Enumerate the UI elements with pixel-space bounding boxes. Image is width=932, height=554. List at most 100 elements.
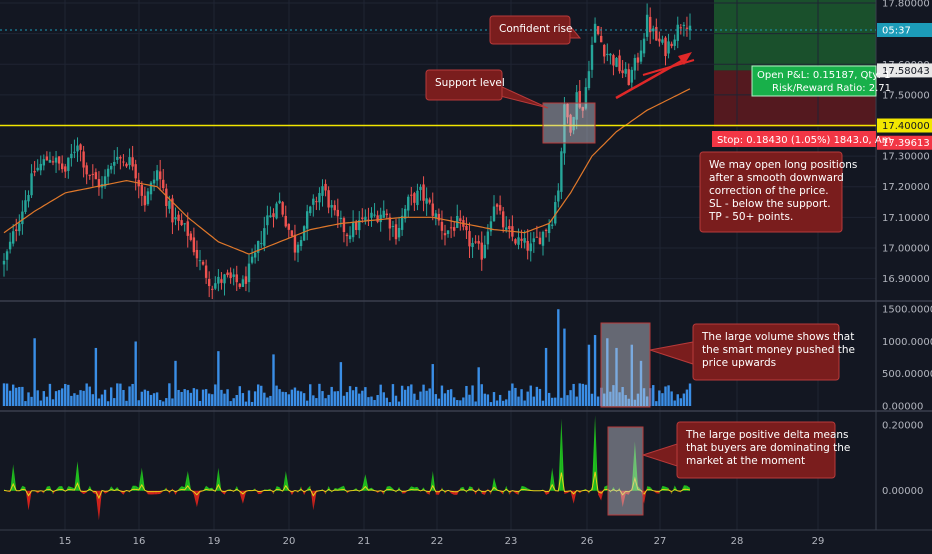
volume-bar: [180, 392, 182, 406]
volume-bar: [168, 383, 170, 406]
risk-reward-label: Risk/Reward Ratio: 2.71: [772, 83, 891, 94]
volume-bar: [361, 391, 363, 406]
price-axis-tick-label: 16.90000: [882, 274, 930, 285]
candle-body: [168, 201, 170, 209]
candle-body: [251, 257, 253, 263]
candle-body: [349, 235, 351, 239]
volume-bar: [294, 388, 296, 406]
candle-body: [664, 38, 666, 56]
candle-body: [324, 184, 326, 191]
price-axis-tick-label: 17.10000: [882, 213, 930, 224]
volume-bar: [594, 335, 596, 406]
volume-bar: [425, 391, 427, 406]
candle-body: [128, 157, 130, 165]
candle-body: [309, 207, 311, 214]
candle-body: [9, 242, 11, 250]
volume-bar: [673, 400, 675, 406]
volume-bar: [110, 387, 112, 406]
candle-body: [468, 231, 470, 246]
candle-body: [487, 232, 489, 245]
delta-area-segment: [133, 486, 136, 491]
strategy-callout-text: SL - below the support.: [709, 198, 831, 210]
volume-bar: [245, 402, 247, 406]
volume-bar: [658, 390, 660, 406]
candle-body: [275, 204, 277, 219]
candle-body: [447, 230, 449, 234]
volume-bar: [327, 395, 329, 406]
candle-body: [76, 146, 78, 152]
candle-body: [398, 228, 400, 237]
candle-body: [64, 166, 66, 171]
candle-body: [395, 224, 397, 239]
pnl-label: Open P&L: 0.15187, Qty: 1: [757, 70, 890, 81]
candle-body: [141, 185, 143, 196]
candle-body: [680, 27, 682, 28]
volume-bar: [162, 401, 164, 406]
candle-body: [422, 184, 424, 200]
candle-body: [30, 173, 32, 195]
candle-body: [245, 276, 247, 284]
candle-body: [52, 161, 54, 162]
candle-body: [242, 279, 244, 287]
volume-bar: [156, 392, 158, 406]
volume-bar: [551, 398, 553, 406]
candle-body: [686, 28, 688, 29]
candle-body: [646, 15, 648, 37]
volume-bar: [211, 394, 213, 406]
time-axis-tick-label: 20: [283, 536, 296, 547]
volume-bar: [297, 391, 299, 406]
candle-body: [477, 241, 479, 244]
volume-bar: [9, 391, 11, 406]
candle-body: [471, 243, 473, 247]
candle-body: [214, 283, 216, 288]
candle-body: [435, 213, 437, 217]
volume-bar: [58, 390, 60, 406]
candle-body: [281, 202, 283, 215]
volume-axis-tick-label: 500.00000: [882, 369, 932, 380]
volume-bar: [220, 390, 222, 406]
candle-body: [496, 204, 498, 206]
candle-body: [55, 158, 57, 163]
volume-bar: [511, 384, 513, 406]
candle-body: [474, 242, 476, 243]
volume-bar: [98, 398, 100, 406]
volume-callout-text: The large volume shows that: [701, 331, 854, 343]
volume-bar: [655, 401, 657, 406]
candle-body: [444, 233, 446, 235]
volume-axis-tick-label: 1000.00000: [882, 337, 932, 348]
candle-body: [560, 151, 562, 192]
volume-bar: [438, 399, 440, 406]
volume-bar: [474, 401, 476, 406]
candle-body: [432, 204, 434, 216]
candle-body: [107, 169, 109, 177]
candle-body: [58, 156, 60, 163]
volume-bar: [223, 394, 225, 406]
volume-bar: [435, 394, 437, 406]
candle-body: [79, 144, 81, 150]
volume-bar: [278, 389, 280, 406]
candle-body: [352, 222, 354, 237]
volume-bar: [539, 389, 541, 406]
candle-body: [33, 171, 35, 172]
volume-bar: [318, 384, 320, 406]
candle-body: [269, 215, 271, 217]
candle-body: [300, 240, 302, 246]
volume-bar: [40, 401, 42, 406]
candle-body: [21, 212, 23, 225]
candle-body: [526, 241, 528, 251]
candle-body: [658, 39, 660, 42]
candle-body: [220, 279, 222, 283]
candle-body: [217, 277, 219, 284]
candle-body: [517, 237, 519, 244]
volume-bar: [490, 402, 492, 406]
candle-body: [12, 231, 14, 243]
candle-body: [318, 193, 320, 202]
price-axis-tick-label: 17.20000: [882, 182, 930, 193]
volume-bar: [61, 388, 63, 406]
volume-bar: [499, 395, 501, 406]
volume-bar: [383, 392, 385, 406]
candle-body: [73, 152, 75, 153]
volume-bar: [165, 398, 167, 406]
